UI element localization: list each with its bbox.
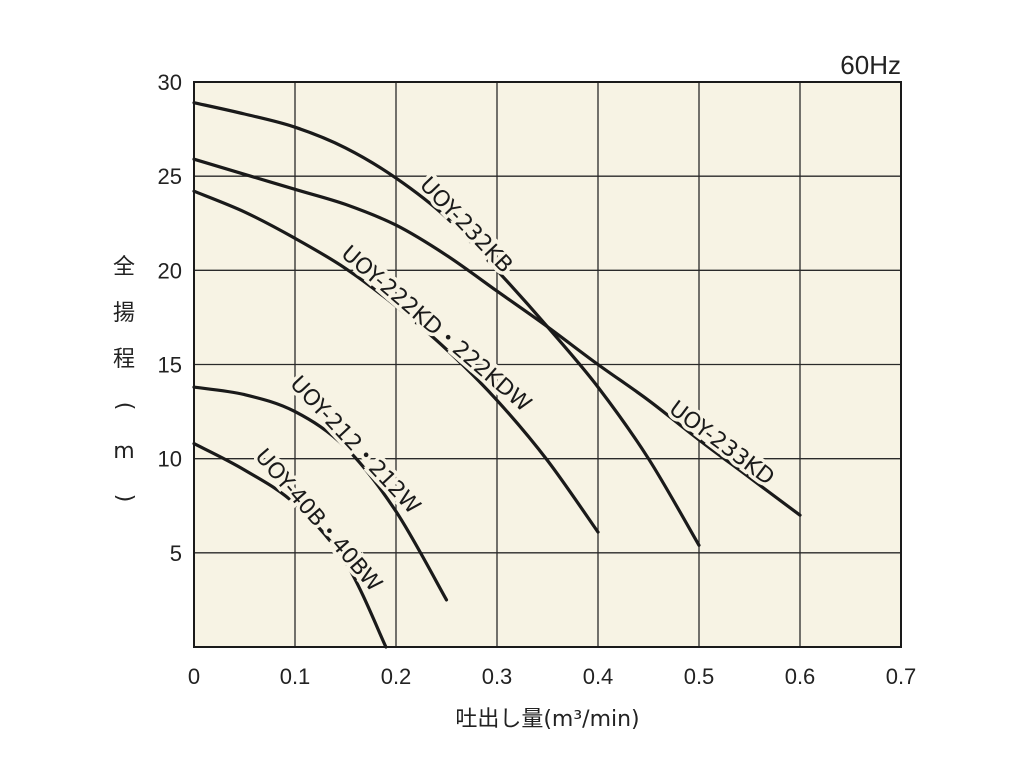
x-tick-label: 0.4 bbox=[583, 664, 614, 689]
series-curve bbox=[192, 189, 600, 534]
series-curve bbox=[192, 385, 449, 602]
y-axis-title-char: ( bbox=[112, 402, 137, 411]
x-tick-label: 0 bbox=[188, 664, 200, 689]
series-curve bbox=[192, 101, 701, 547]
y-tick-label: 25 bbox=[158, 164, 182, 189]
y-axis-title-char: 全 bbox=[113, 255, 135, 280]
series-curves bbox=[192, 101, 802, 649]
y-tick-label: 30 bbox=[158, 70, 182, 95]
x-tick-label: 0.1 bbox=[280, 664, 311, 689]
x-tick-label: 0.5 bbox=[684, 664, 715, 689]
plot-border bbox=[193, 81, 902, 648]
series-curve bbox=[192, 442, 388, 649]
y-tick-label: 20 bbox=[158, 258, 182, 283]
x-axis-title: 吐出し量(m³/min) bbox=[455, 707, 639, 732]
y-axis-title-char: 揚 bbox=[113, 301, 135, 326]
y-tick-label: 10 bbox=[158, 447, 182, 472]
x-tick-label: 0.2 bbox=[381, 664, 412, 689]
y-axis-title-char: ) bbox=[112, 494, 137, 503]
y-axis-title: 全揚程 ( m) bbox=[112, 255, 137, 502]
x-tick-label: 0.6 bbox=[785, 664, 816, 689]
y-tick-labels: 5 10 15 20 25 30 bbox=[158, 70, 182, 566]
x-tick-label: 0.3 bbox=[482, 664, 513, 689]
y-axis-title-char: 程 bbox=[113, 347, 135, 372]
y-axis-title-char: m bbox=[113, 439, 134, 464]
x-tick-labels: 0 0.1 0.2 0.3 0.4 0.5 0.6 0.7 bbox=[188, 664, 916, 689]
y-tick-label: 15 bbox=[158, 353, 182, 378]
series-curve bbox=[192, 157, 802, 517]
x-tick-label: 0.7 bbox=[886, 664, 917, 689]
frequency-label: 60Hz bbox=[840, 50, 901, 80]
y-tick-label: 5 bbox=[170, 541, 182, 566]
